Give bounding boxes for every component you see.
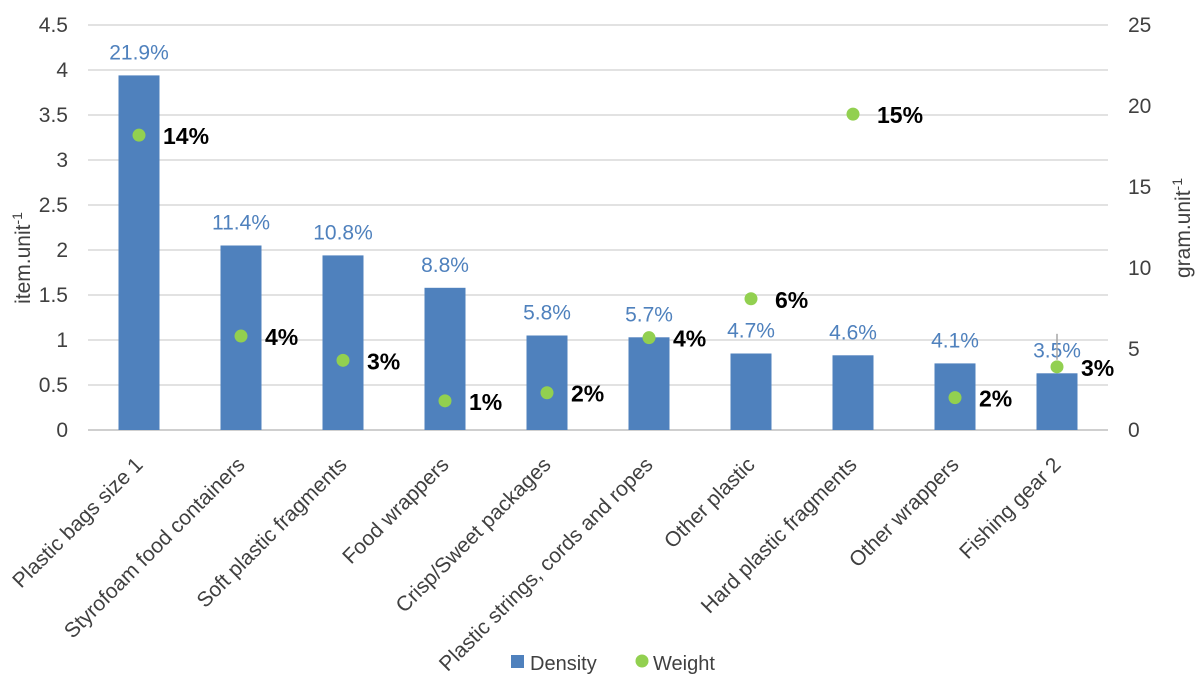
right-tick-label: 0 (1128, 419, 1140, 442)
density-data-label: 21.9% (109, 41, 169, 64)
weight-data-label: 3% (367, 348, 400, 374)
category-label: Other plastic (660, 453, 760, 553)
weight-data-label: 4% (673, 326, 706, 352)
weight-point (846, 107, 860, 121)
left-axis-title-sup: -1 (9, 212, 25, 225)
right-tick-label: 20 (1128, 95, 1151, 118)
density-bar (526, 335, 568, 430)
density-bar (322, 255, 364, 430)
density-bar (628, 337, 670, 430)
weight-point (132, 128, 146, 142)
right-tick-label: 15 (1128, 176, 1151, 199)
weight-data-label: 14% (163, 123, 209, 149)
left-axis-ticks: 0 0.5 1 1.5 2 2.5 3 3.5 4 4.5 (39, 14, 69, 442)
weight-data-label: 2% (571, 381, 604, 407)
weight-data-label: 6% (775, 287, 808, 313)
category-label: Food wrappers (338, 453, 453, 568)
legend-density-label: Density (530, 653, 597, 675)
density-bar (832, 355, 874, 430)
density-bar (730, 353, 772, 430)
right-axis-title-text: gram.unit (1172, 190, 1195, 278)
weight-data-label: 3% (1081, 355, 1114, 381)
left-tick-label: 1.5 (39, 284, 68, 307)
left-tick-label: 2.5 (39, 194, 68, 217)
weight-point (1050, 360, 1064, 374)
weight-data-label: 15% (877, 102, 923, 128)
category-label: Fishing gear 2 (955, 453, 1065, 563)
left-tick-label: 1 (56, 329, 68, 352)
density-data-label: 5.8% (523, 302, 571, 325)
weight-data-label: 2% (979, 386, 1012, 412)
legend-weight-swatch (635, 654, 649, 668)
density-data-label: 11.4% (212, 212, 270, 235)
density-data-label: 8.8% (421, 254, 469, 277)
left-axis-title: item.unit-1 (9, 212, 35, 304)
weight-point (540, 386, 554, 400)
right-axis-title-sup: -1 (1169, 178, 1185, 191)
density-data-label: 5.7% (625, 303, 673, 326)
density-data-label: 4.1% (931, 329, 979, 352)
left-tick-label: 4 (56, 59, 68, 82)
right-axis-title: gram.unit-1 (1169, 178, 1195, 278)
density-data-label: 4.7% (727, 320, 775, 343)
density-data-label: 10.8% (313, 221, 373, 244)
legend-weight-label: Weight (653, 653, 715, 675)
density-data-label: 4.6% (829, 321, 877, 344)
density-bar (424, 287, 466, 430)
right-tick-label: 25 (1128, 14, 1151, 37)
right-axis-ticks: 0 5 10 15 20 25 (1128, 14, 1151, 442)
weight-point (642, 331, 656, 345)
left-axis-title-text: item.unit (12, 224, 35, 304)
right-tick-label: 10 (1128, 257, 1151, 280)
category-label: Styrofoam food containers (60, 453, 250, 643)
left-tick-label: 3.5 (39, 104, 68, 127)
weight-point (948, 391, 962, 405)
density-bars: 21.9% 11.4% 10.8% 8.8% 5.8% 5.7% 4.7% 4.6% 4.1% 3… (109, 41, 1081, 431)
legend: Density Weight (511, 653, 715, 675)
left-tick-label: 0.5 (39, 374, 68, 397)
left-tick-label: 2 (56, 239, 68, 262)
weight-points: 14% 4% 3% 1% 2% 4% 6% 15% 2% 3% (132, 102, 1114, 415)
weight-point (744, 292, 758, 306)
weight-point (438, 394, 452, 408)
legend-density-swatch (511, 655, 524, 668)
density-bar (1036, 373, 1078, 430)
density-bar (118, 75, 160, 431)
category-label: Plastic strings, cords and ropes (435, 453, 658, 676)
left-tick-label: 4.5 (39, 14, 68, 37)
category-label: Other wrappers (845, 453, 964, 572)
left-tick-label: 3 (56, 149, 68, 172)
weight-point (234, 329, 248, 343)
weight-point (336, 353, 350, 367)
right-tick-label: 5 (1128, 338, 1140, 361)
left-tick-label: 0 (56, 419, 68, 442)
weight-data-label: 1% (469, 389, 502, 415)
weight-data-label: 4% (265, 324, 298, 350)
